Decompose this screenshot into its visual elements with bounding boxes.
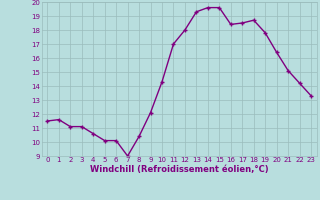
X-axis label: Windchill (Refroidissement éolien,°C): Windchill (Refroidissement éolien,°C) <box>90 165 268 174</box>
